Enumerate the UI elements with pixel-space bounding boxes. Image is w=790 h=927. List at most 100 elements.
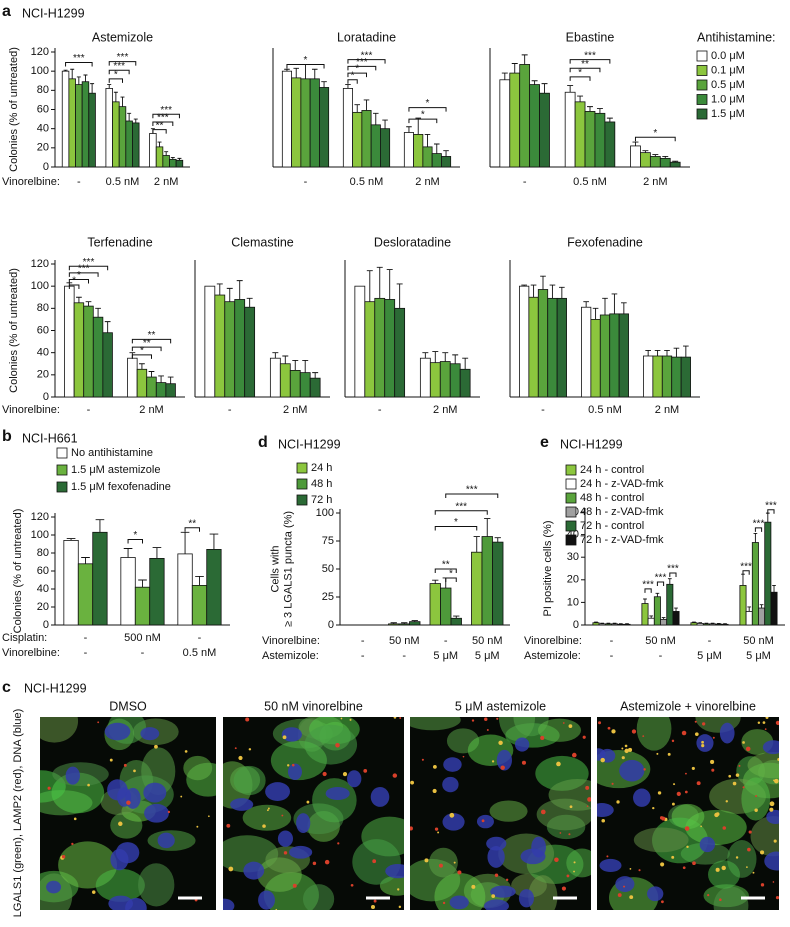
significance-label: * (114, 69, 118, 80)
lysosome (765, 717, 769, 719)
lysosome (266, 809, 269, 812)
cell (636, 717, 672, 751)
lysosome (484, 717, 488, 721)
lysosome (393, 717, 397, 719)
lysosome (573, 870, 575, 873)
significance-bracket (569, 59, 611, 64)
lysosome (462, 755, 465, 758)
legend-swatch (696, 94, 708, 105)
error-bar (559, 286, 565, 299)
bar (361, 110, 372, 168)
lysosome (562, 722, 565, 724)
lysosome (566, 874, 570, 878)
significance-bracket (445, 577, 457, 582)
error-bar (246, 297, 253, 308)
bar (604, 121, 616, 168)
bar (281, 70, 292, 168)
condition-label: Vinorelbine: (524, 635, 582, 647)
lysosome (775, 895, 779, 900)
significance-label: * (421, 110, 425, 121)
significance-label: ** (188, 518, 196, 529)
error-bar (345, 84, 351, 89)
bar (384, 299, 396, 398)
lysosome (627, 747, 633, 752)
legend-title: Antihistamine: (697, 30, 776, 44)
lysosome (370, 904, 376, 910)
legend-label: 1.5 μM fexofenadine (71, 481, 171, 493)
error-bar (747, 606, 752, 612)
micrograph-title: DMSO (109, 699, 147, 713)
error-bar (664, 350, 670, 356)
lysosome (322, 771, 327, 777)
significance-bracket (754, 527, 763, 532)
error-bar (180, 531, 190, 554)
significance-label: *** (83, 257, 95, 268)
error-bar (710, 622, 715, 624)
micrograph-title: 5 μM astemizole (455, 699, 546, 713)
bar (581, 306, 592, 398)
bar (403, 132, 414, 168)
micrograph (40, 717, 216, 910)
lysosome (491, 894, 496, 899)
x-tick-label: 0.5 nM (183, 647, 217, 659)
error-bar (692, 621, 696, 623)
error-bar (138, 579, 147, 588)
legend-label: 24 h - z-VAD-fmk (580, 478, 664, 490)
x-tick-label: - (402, 650, 406, 662)
nucleus (442, 776, 459, 793)
lysosome (586, 805, 589, 807)
lysosome (686, 845, 689, 849)
error-bar (236, 280, 243, 300)
cell (741, 777, 771, 821)
y-tick-label: 120 (31, 511, 49, 523)
bar (81, 81, 90, 168)
bar (598, 623, 606, 626)
y-tick-label: 20 (567, 574, 579, 586)
cell (428, 847, 458, 878)
lysosome (671, 739, 675, 743)
lysosome (735, 856, 739, 859)
bar (422, 146, 433, 168)
nucleus (442, 813, 465, 831)
y-tick-label: 0 (43, 391, 49, 403)
lysosome (275, 908, 278, 910)
lysosome (283, 851, 288, 855)
nucleus (243, 861, 265, 880)
significance-bracket (131, 346, 162, 352)
lysosome (660, 862, 665, 867)
lysosome (281, 814, 284, 817)
micrograph (410, 717, 591, 910)
error-bar (226, 287, 233, 302)
x-tick-label: 50 nM (389, 635, 420, 647)
lysosome (661, 900, 664, 904)
bar (672, 611, 680, 626)
significance-label: * (77, 270, 81, 281)
lysosome (337, 842, 340, 845)
panel-subtitle: NCI-H1299 (278, 437, 341, 451)
lysosome (684, 790, 688, 794)
bar (431, 153, 442, 168)
lysosome (694, 720, 697, 723)
lysosome (248, 748, 252, 751)
nucleus (719, 722, 735, 744)
bar (224, 301, 236, 398)
bar (751, 542, 759, 626)
bar (125, 120, 133, 168)
condition-label: Vinorelbine: (2, 404, 60, 416)
y-tick-label: 100 (31, 280, 49, 292)
lysosome (282, 735, 287, 740)
x-tick-label: - (77, 176, 81, 188)
legend-label: 72 h - control (580, 520, 644, 532)
nucleus (520, 848, 546, 865)
nucleus (484, 899, 509, 910)
error-bar (363, 99, 370, 111)
lysosome (505, 878, 509, 882)
bar (660, 618, 668, 626)
bar (289, 369, 301, 398)
nucleus (385, 864, 404, 879)
lysosome (453, 861, 456, 864)
error-bar (372, 112, 379, 125)
panel-subtitle: NCI-H1299 (560, 437, 623, 451)
bar (83, 305, 94, 398)
lysosome (775, 720, 779, 725)
